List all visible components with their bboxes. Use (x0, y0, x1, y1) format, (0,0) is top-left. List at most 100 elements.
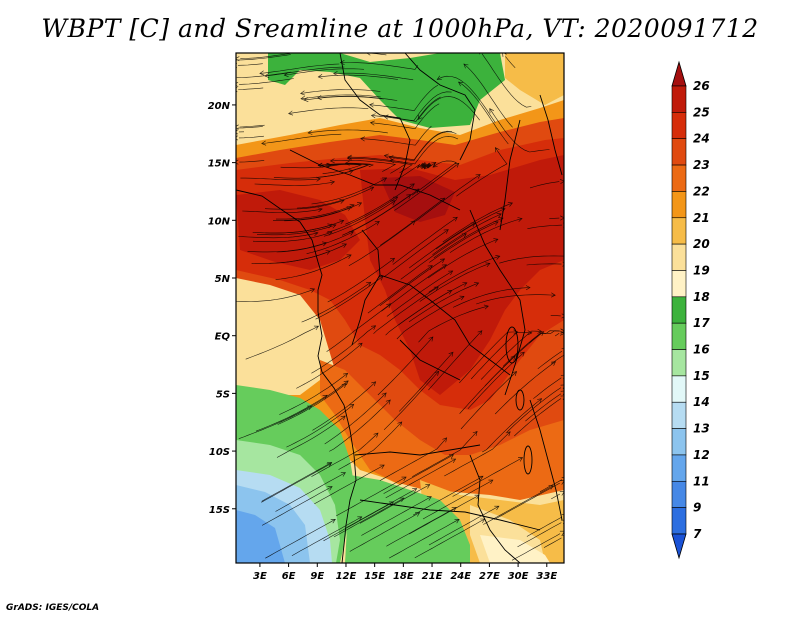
colorbar-level-label: 22 (693, 184, 710, 198)
streamline-arrow (369, 120, 375, 126)
streamline-arrow (488, 479, 494, 485)
streamline-arrow (560, 328, 564, 334)
colorbar-swatch (671, 217, 687, 245)
streamline-arrow (537, 398, 543, 404)
streamline (239, 78, 294, 85)
colorbar-swatch (671, 349, 687, 377)
streamline (452, 457, 523, 497)
streamline (392, 216, 458, 265)
streamline-arrow (454, 162, 460, 168)
streamline (385, 458, 456, 499)
streamline-arrow (431, 162, 437, 167)
lat-tick-label: 15S (209, 505, 230, 516)
latitude-axis: 20N 15N 10N 5N EQ 5S 10S 15S (208, 101, 236, 516)
streamline-arrow (463, 63, 469, 69)
streamline (383, 229, 449, 278)
streamline-arrow (385, 399, 391, 405)
streamline (369, 84, 439, 111)
streamline (236, 71, 292, 78)
streamline-arrow (374, 221, 380, 226)
wbpt-region-18-se (480, 535, 550, 563)
streamline (317, 162, 371, 178)
streamline (269, 243, 347, 264)
streamline (412, 431, 478, 477)
streamline (300, 89, 381, 94)
streamline-arrow (559, 330, 564, 336)
streamline (349, 512, 420, 552)
streamline (429, 221, 499, 263)
streamline (323, 501, 394, 542)
streamline-arrow (452, 216, 458, 222)
streamline (494, 361, 556, 415)
streamline (525, 393, 562, 422)
streamline (238, 232, 318, 239)
streamline-arrow (448, 351, 454, 357)
streamline (239, 124, 265, 128)
colorbar-level-label: 13 (693, 422, 710, 436)
streamline (367, 265, 433, 314)
streamline-arrow (370, 325, 377, 330)
streamline-arrow (341, 243, 347, 248)
streamline (360, 125, 432, 146)
longitude-axis: 3E 6E 9E 12E 15E 18E 21E 24E 27E 30E 33E (253, 563, 557, 582)
streamline (318, 74, 399, 80)
lat-tick-label: EQ (215, 332, 231, 343)
streamline (311, 432, 379, 477)
streamline (377, 336, 434, 396)
streamline-arrow (436, 75, 442, 80)
streamline (373, 286, 439, 334)
streamline-arrow (537, 328, 543, 334)
streamline (240, 53, 291, 59)
streamline-arrow (442, 437, 448, 443)
lon-tick-label: 30E (508, 571, 529, 582)
streamline (458, 81, 509, 145)
lon-tick-label: 21E (422, 571, 443, 582)
colorbar-swatch (671, 454, 687, 482)
streamline (236, 288, 315, 302)
streamline (261, 133, 342, 144)
streamline-arrow (349, 403, 355, 409)
streamline-arrow (366, 281, 372, 287)
colorbar-swatch (671, 164, 687, 192)
streamline-arrow (443, 229, 449, 234)
lakes (505, 326, 533, 475)
streamline (324, 392, 387, 445)
map-panel[interactable] (231, 50, 568, 564)
colorbar-level-label: 26 (693, 79, 710, 93)
streamline (476, 294, 556, 305)
streamline-arrow (493, 238, 499, 243)
streamline-arrow (495, 255, 501, 260)
streamline (409, 222, 476, 269)
lon-tick-label: 9E (310, 571, 324, 582)
streamline (308, 129, 388, 134)
streamline (264, 200, 345, 210)
streamline-arrow (457, 81, 464, 87)
streamline-arrow (236, 81, 239, 87)
streamline (238, 135, 264, 139)
streamline-arrow (383, 153, 389, 159)
colorbar-swatch (671, 507, 687, 535)
streamline (275, 472, 346, 512)
streamline-arrow (483, 304, 489, 310)
streamline (277, 383, 347, 425)
streamline (279, 380, 349, 423)
streamline-arrow (330, 518, 336, 524)
streamline (437, 75, 496, 123)
streamline (511, 533, 561, 561)
streamline-arrow (316, 95, 322, 101)
streamline (370, 103, 440, 130)
wbpt-region-26-core (380, 176, 455, 222)
lon-tick-label: 15E (364, 571, 385, 582)
streamline-arrow (507, 202, 513, 207)
streamline (409, 494, 480, 535)
streamline (514, 398, 562, 437)
streamline (543, 537, 562, 548)
streamline (414, 518, 485, 559)
streamline (502, 330, 560, 367)
streamline-arrow (288, 110, 294, 116)
colorbar-level-label: 18 (693, 290, 710, 304)
streamline-arrow (519, 351, 525, 357)
streamline (256, 224, 336, 236)
streamline-arrow (439, 258, 446, 264)
streamline (418, 305, 489, 343)
